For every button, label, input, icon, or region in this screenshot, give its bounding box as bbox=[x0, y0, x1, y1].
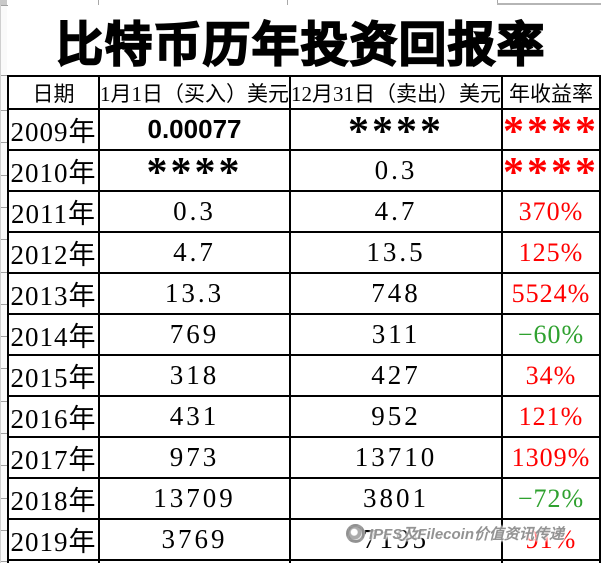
row-border-tick bbox=[1, 336, 8, 338]
row-border-tick bbox=[1, 433, 8, 434]
table-row: 2017年 973 13710 1309% bbox=[7, 436, 601, 479]
table-row: 2010年 **** 0.3 **** bbox=[7, 149, 601, 192]
sell-price-cell: 3801 bbox=[289, 477, 503, 520]
annual-return-cell: −72% bbox=[501, 477, 601, 520]
table-row: 2020年 7194 28975 303% bbox=[7, 559, 601, 563]
sell-price-cell: 311 bbox=[289, 313, 503, 356]
table-row: 2014年 769 311 −60% bbox=[7, 313, 601, 356]
table-row: 2019年 3769 7195 91% bbox=[7, 518, 601, 561]
table-row: 2012年 4.7 13.5 125% bbox=[7, 231, 601, 274]
year-cell: 2018年 bbox=[7, 477, 100, 520]
buy-price-cell: 769 bbox=[98, 313, 291, 356]
year-cell: 2015年 bbox=[7, 354, 100, 397]
year-cell: 2017年 bbox=[7, 436, 100, 479]
buy-price-cell: **** bbox=[98, 149, 291, 192]
annual-return-cell: 34% bbox=[501, 354, 601, 397]
header-buy: 1月1日（买入）美元 bbox=[98, 75, 291, 110]
row-border-tick bbox=[1, 174, 8, 176]
year-cell: 2013年 bbox=[7, 272, 100, 315]
sell-price-cell: 28975 bbox=[289, 559, 503, 563]
row-border-tick bbox=[1, 271, 8, 273]
row-border-tick bbox=[1, 561, 8, 562]
sell-price-cell: 0.3 bbox=[289, 149, 503, 192]
column-border-tick bbox=[497, 0, 498, 5]
header-row: 日期 1月1日（买入）美元 12月31日（卖出）美元 年收益率 bbox=[7, 75, 601, 110]
header-return: 年收益率 bbox=[501, 75, 601, 110]
table-row: 2009年 0.00077 **** **** bbox=[7, 108, 601, 151]
year-cell: 2012年 bbox=[7, 231, 100, 274]
watermark-text: IPFS及Filecoin价值资讯传递 bbox=[369, 526, 565, 543]
annual-return-cell: **** bbox=[501, 149, 601, 192]
buy-price-cell: 973 bbox=[98, 436, 291, 479]
annual-return-cell: 370% bbox=[501, 190, 601, 233]
sell-price-cell: 13.5 bbox=[289, 231, 503, 274]
year-cell: 2014年 bbox=[7, 313, 100, 356]
annual-return-cell: 1309% bbox=[501, 436, 601, 479]
watermark: IPFS及Filecoin价值资讯传递 bbox=[346, 523, 564, 544]
watermark-logo-icon bbox=[346, 524, 365, 543]
year-cell: 2019年 bbox=[7, 518, 100, 561]
table-row: 2018年 13709 3801 −72% bbox=[7, 477, 601, 520]
table-row: 2016年 431 952 121% bbox=[7, 395, 601, 438]
page-title: 比特币历年投资回报率 bbox=[55, 17, 546, 74]
column-border-tick bbox=[287, 0, 288, 5]
year-cell: 2009年 bbox=[7, 108, 100, 151]
row-border-tick bbox=[1, 206, 8, 208]
excel-corner-fragment bbox=[0, 0, 7, 5]
row-border-tick bbox=[1, 465, 8, 467]
sell-price-cell: 7195 bbox=[289, 518, 503, 561]
excel-row-header-sliver bbox=[0, 5, 8, 563]
sell-price-cell: 4.7 bbox=[289, 190, 503, 233]
row-border-tick bbox=[1, 303, 8, 305]
year-cell: 2016年 bbox=[7, 395, 100, 438]
annual-return-cell: 303% bbox=[501, 559, 601, 563]
header-sell: 12月31日（卖出）美元 bbox=[289, 75, 503, 110]
sell-price-cell: **** bbox=[289, 108, 503, 151]
header-date: 日期 bbox=[7, 75, 100, 110]
year-cell: 2011年 bbox=[7, 190, 100, 233]
annual-return-cell: 5524% bbox=[501, 272, 601, 315]
row-border-tick bbox=[1, 400, 8, 402]
annual-return-cell: 91% bbox=[501, 518, 601, 561]
buy-price-cell: 7194 bbox=[98, 559, 291, 563]
buy-price-cell: 318 bbox=[98, 354, 291, 397]
row-border-tick bbox=[1, 368, 8, 370]
table-row: 2015年 318 427 34% bbox=[7, 354, 601, 397]
year-cell: 2020年 bbox=[7, 559, 100, 563]
sell-price-cell: 748 bbox=[289, 272, 503, 315]
cell-border-fragment bbox=[497, 3, 601, 5]
excel-top-edge-strip bbox=[0, 0, 601, 5]
row-border-tick bbox=[1, 75, 8, 76]
buy-price-cell: 13.3 bbox=[98, 272, 291, 315]
returns-table: 日期 1月1日（买入）美元 12月31日（卖出）美元 年收益率 2009年 0.… bbox=[7, 75, 601, 563]
sell-price-cell: 13710 bbox=[289, 436, 503, 479]
row-border-tick bbox=[1, 497, 8, 499]
sell-price-cell: 952 bbox=[289, 395, 503, 438]
row-border-tick bbox=[1, 239, 8, 241]
year-cell: 2010年 bbox=[7, 149, 100, 192]
annual-return-cell: 121% bbox=[501, 395, 601, 438]
column-border-tick bbox=[98, 0, 99, 5]
buy-price-cell: 3769 bbox=[98, 518, 291, 561]
annual-return-cell: −60% bbox=[501, 313, 601, 356]
row-border-tick bbox=[1, 529, 8, 531]
buy-price-cell: 0.3 bbox=[98, 190, 291, 233]
row-border-tick bbox=[1, 142, 8, 144]
buy-price-cell: 431 bbox=[98, 395, 291, 438]
sell-price-cell: 427 bbox=[289, 354, 503, 397]
annual-return-cell: 125% bbox=[501, 231, 601, 274]
row-border-tick bbox=[1, 110, 8, 111]
table-row: 2013年 13.3 748 5524% bbox=[7, 272, 601, 315]
annual-return-cell: **** bbox=[501, 108, 601, 151]
row-border-tick bbox=[1, 5, 8, 6]
buy-price-cell: 4.7 bbox=[98, 231, 291, 274]
buy-price-cell: 0.00077 bbox=[98, 108, 291, 151]
table-row: 2011年 0.3 4.7 370% bbox=[7, 190, 601, 233]
buy-price-cell: 13709 bbox=[98, 477, 291, 520]
